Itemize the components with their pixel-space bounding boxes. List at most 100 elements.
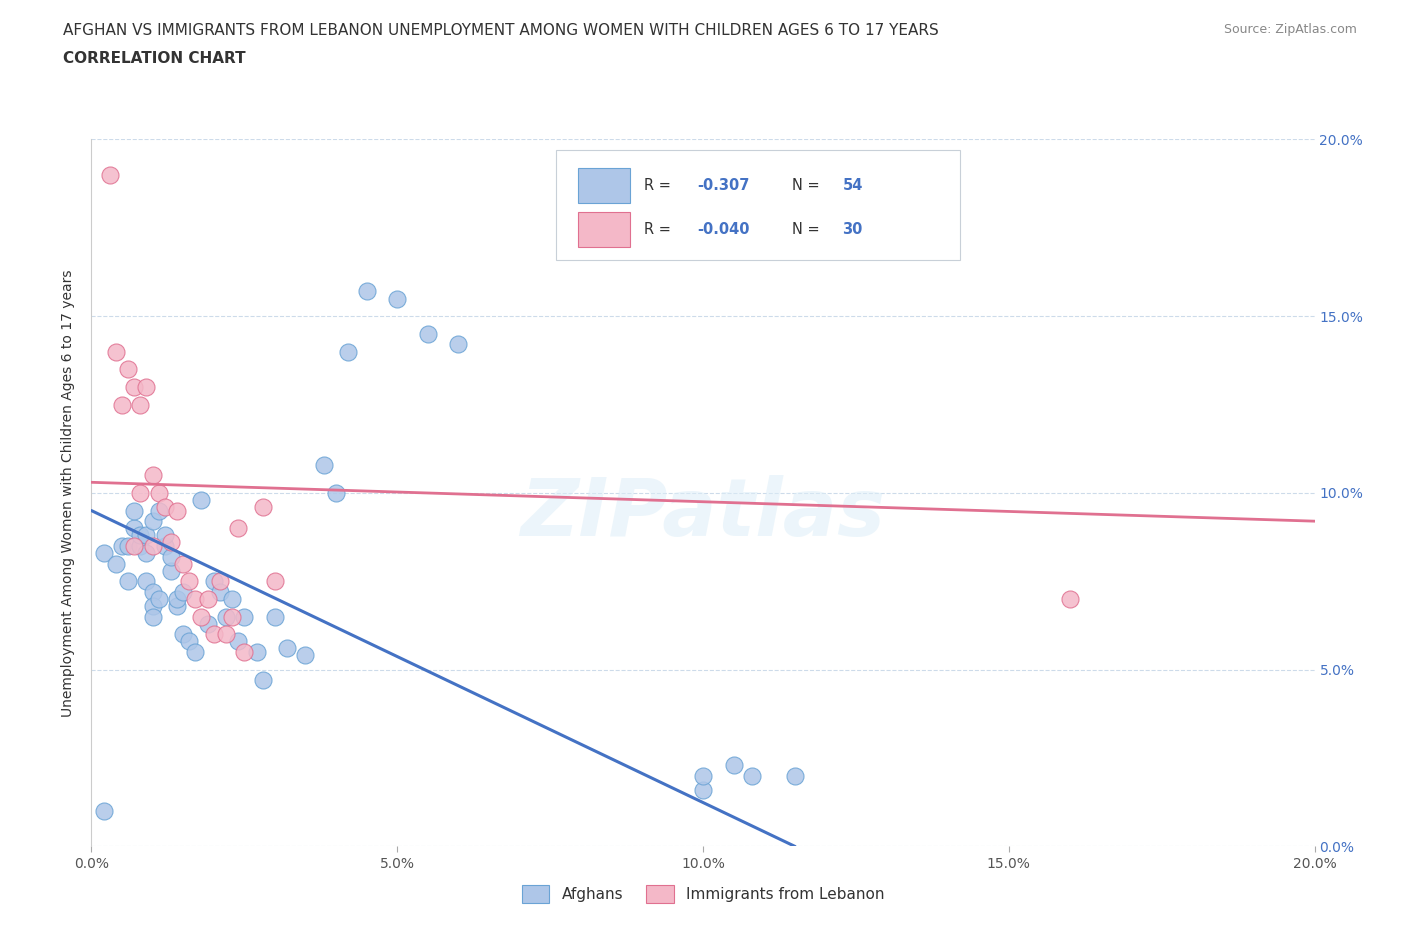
Text: AFGHAN VS IMMIGRANTS FROM LEBANON UNEMPLOYMENT AMONG WOMEN WITH CHILDREN AGES 6 : AFGHAN VS IMMIGRANTS FROM LEBANON UNEMPL… — [63, 23, 939, 38]
Point — [129, 397, 152, 412]
Point — [166, 599, 188, 614]
Point — [141, 468, 163, 483]
Point — [276, 641, 298, 656]
Point — [122, 379, 145, 394]
Text: R =: R = — [644, 221, 676, 237]
Point — [337, 344, 360, 359]
Point — [135, 379, 157, 394]
Point — [312, 458, 335, 472]
Text: -0.040: -0.040 — [697, 221, 749, 237]
Point — [122, 503, 145, 518]
Text: -0.307: -0.307 — [697, 178, 749, 193]
Point — [264, 609, 287, 624]
Point — [141, 513, 163, 528]
Point — [325, 485, 347, 500]
Point — [93, 546, 115, 561]
Point — [160, 564, 183, 578]
Point — [190, 609, 212, 624]
Point — [233, 609, 256, 624]
Point — [93, 804, 115, 818]
Point — [129, 528, 152, 543]
Point — [135, 546, 157, 561]
Point — [172, 556, 194, 571]
Text: 30: 30 — [842, 221, 863, 237]
Point — [141, 584, 163, 599]
Point — [179, 634, 201, 649]
Text: N =: N = — [793, 178, 824, 193]
Point — [117, 362, 139, 377]
Point — [111, 397, 134, 412]
Point — [252, 499, 274, 514]
Point — [148, 485, 170, 500]
FancyBboxPatch shape — [578, 212, 630, 247]
Point — [208, 584, 231, 599]
FancyBboxPatch shape — [557, 150, 960, 259]
Point — [122, 521, 145, 536]
Point — [416, 326, 439, 341]
Point — [385, 291, 409, 306]
Point — [215, 609, 238, 624]
Text: N =: N = — [793, 221, 824, 237]
Point — [135, 574, 157, 589]
Point — [208, 574, 231, 589]
Point — [153, 499, 176, 514]
Point — [166, 503, 188, 518]
Point — [122, 538, 145, 553]
Point — [98, 167, 121, 182]
Point — [179, 574, 201, 589]
Point — [141, 599, 163, 614]
Point — [160, 535, 183, 550]
Point — [141, 538, 163, 553]
Point — [141, 609, 163, 624]
Point — [447, 337, 470, 352]
Point — [117, 574, 139, 589]
Point — [221, 609, 243, 624]
Point — [1059, 591, 1081, 606]
Point — [723, 758, 745, 773]
Point — [111, 538, 134, 553]
Text: 54: 54 — [842, 178, 863, 193]
Point — [245, 644, 267, 659]
Point — [226, 521, 249, 536]
Y-axis label: Unemployment Among Women with Children Ages 6 to 17 years: Unemployment Among Women with Children A… — [62, 269, 76, 717]
Point — [741, 768, 763, 783]
Point — [153, 538, 176, 553]
Text: CORRELATION CHART: CORRELATION CHART — [63, 51, 246, 66]
Point — [264, 574, 287, 589]
Point — [252, 672, 274, 687]
Point — [692, 782, 714, 797]
Point — [190, 493, 212, 508]
Point — [783, 768, 806, 783]
Text: Source: ZipAtlas.com: Source: ZipAtlas.com — [1223, 23, 1357, 36]
Point — [129, 538, 152, 553]
Point — [692, 768, 714, 783]
Point — [172, 627, 194, 642]
Point — [202, 627, 225, 642]
Point — [184, 644, 207, 659]
Point — [221, 591, 243, 606]
Legend: Afghans, Immigrants from Lebanon: Afghans, Immigrants from Lebanon — [516, 879, 890, 910]
Point — [692, 238, 714, 253]
Point — [104, 344, 127, 359]
Text: ZIPatlas: ZIPatlas — [520, 475, 886, 553]
Point — [153, 528, 176, 543]
Point — [197, 591, 219, 606]
Text: R =: R = — [644, 178, 676, 193]
Point — [104, 556, 127, 571]
Point — [172, 584, 194, 599]
Point — [233, 644, 256, 659]
FancyBboxPatch shape — [578, 167, 630, 203]
Point — [184, 591, 207, 606]
Point — [129, 485, 152, 500]
Point — [294, 648, 316, 663]
Point — [160, 549, 183, 564]
Point — [117, 538, 139, 553]
Point — [202, 574, 225, 589]
Point — [356, 284, 378, 299]
Point — [166, 591, 188, 606]
Point — [197, 617, 219, 631]
Point — [148, 591, 170, 606]
Point — [215, 627, 238, 642]
Point — [148, 503, 170, 518]
Point — [135, 528, 157, 543]
